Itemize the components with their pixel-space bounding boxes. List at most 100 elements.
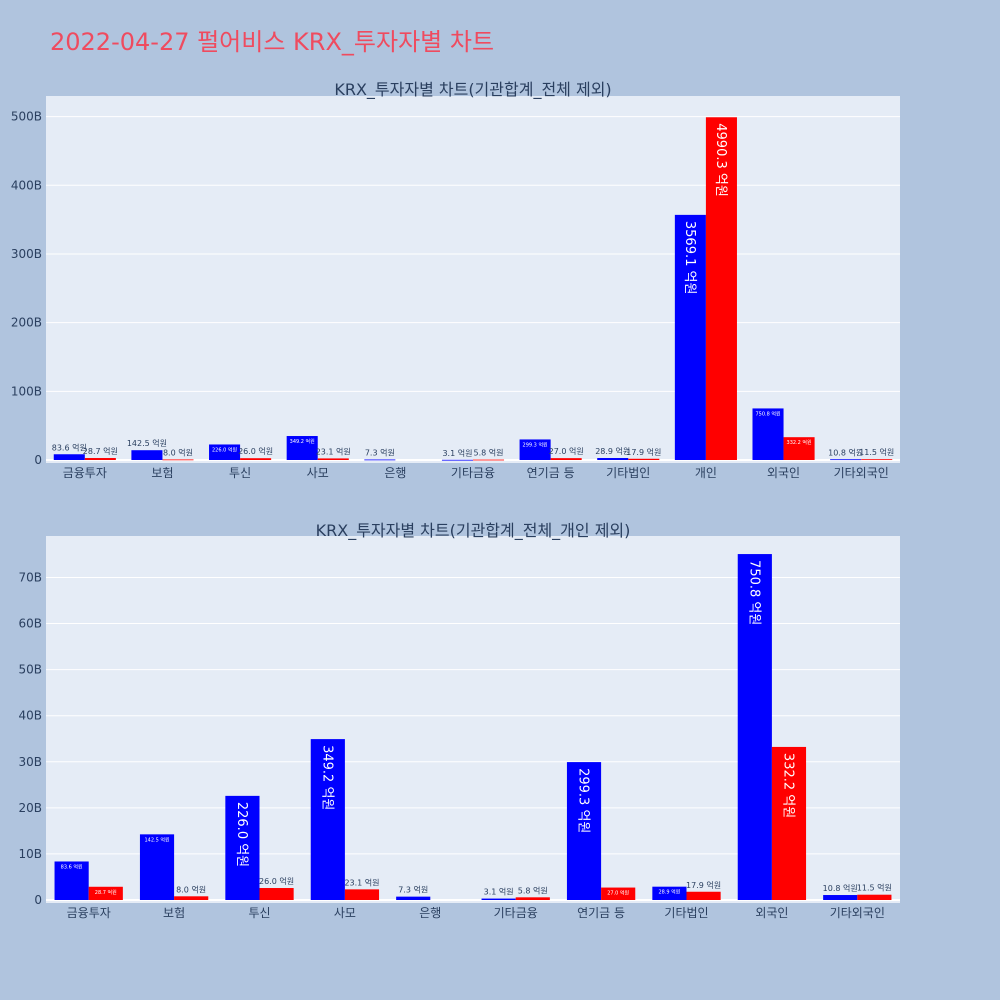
y-tick-label: 60B (18, 617, 42, 631)
sell-bar (84, 458, 116, 460)
buy-bar (481, 898, 516, 900)
buy-bar (286, 436, 318, 460)
chart-bottom: KRX_투자자별 차트(기관합계_전체_개인 제외) 0 10B 20B 30B 40B 5… (18, 521, 900, 920)
sell-bar (515, 897, 550, 900)
sell-value-label: 5.8 억원 (474, 448, 504, 458)
x-tick-label: 기타법인 (664, 906, 708, 920)
x-tick-label: 외국인 (755, 906, 788, 920)
x-tick-label: 은행 (384, 465, 406, 480)
y-tick-label: 20B (18, 801, 42, 815)
sell-value-label: 4990.3 억원 (713, 123, 728, 197)
buy-bar (737, 554, 772, 900)
sell-value-label: 23.1 억원 (316, 446, 351, 456)
x-tick-label: 투신 (248, 906, 270, 920)
buy-bar (209, 444, 241, 460)
sell-bar (162, 459, 194, 461)
sell-value-label: 26.0 억원 (238, 446, 273, 456)
buy-value-label: 7.3 억원 (365, 447, 395, 457)
buy-value-label: 750.8 억원 (746, 560, 761, 625)
sell-bar (857, 894, 892, 900)
buy-value-label: 349.2 억원 (319, 745, 334, 810)
sell-bar (771, 746, 807, 900)
sell-value-label: 28.7 억원 (95, 889, 117, 896)
sell-bar (861, 459, 893, 461)
sell-bar (550, 458, 582, 460)
x-tick-label: 금융투자 (63, 466, 107, 480)
x-tick-label: 외국인 (767, 466, 800, 480)
x-tick-label: 기타금융 (451, 466, 495, 480)
x-tick-label: 연기금 등 (527, 466, 575, 480)
sell-bar (88, 886, 123, 900)
sell-bar (783, 437, 815, 460)
buy-bar (225, 795, 260, 900)
sell-bar (686, 891, 721, 900)
sell-value-label: 27.0 억원 (607, 890, 629, 897)
buy-bar (131, 450, 163, 460)
chart-title: KRX_투자자별 차트(기관합계_전체 제외) (334, 80, 611, 100)
buy-bar (830, 459, 862, 461)
x-tick-label: 기타외국인 (834, 466, 889, 480)
buy-value-label: 750.8 억원 (755, 410, 781, 417)
buy-bar (652, 886, 687, 900)
buy-bar (752, 408, 784, 460)
sell-value-label: 17.9 억원 (626, 447, 661, 457)
buy-value-label: 142.5 억원 (144, 836, 170, 843)
sell-bar (705, 117, 737, 460)
sell-value-label: 5.8 억원 (518, 885, 548, 895)
sell-bar (240, 458, 272, 460)
x-tick-label: 금융투자 (67, 906, 111, 920)
y-tick-label: 40B (18, 709, 42, 723)
sell-value-label: 26.0 억원 (259, 876, 294, 886)
x-tick-label: 사모 (334, 906, 356, 920)
sell-bar (344, 889, 380, 900)
buy-value-label: 83.6 억원 (52, 442, 87, 452)
page-title: 2022-04-27 펄어비스 KRX_투자자별 차트 (50, 28, 495, 56)
buy-value-label: 142.5 억원 (127, 438, 167, 448)
buy-value-label: 3.1 억원 (484, 887, 514, 897)
y-tick-label: 30B (18, 755, 42, 769)
y-tick-label: 50B (18, 663, 42, 677)
buy-value-label: 349.2 억원 (290, 438, 316, 445)
buy-bar (310, 739, 345, 900)
buy-bar (396, 896, 431, 900)
buy-bar (597, 458, 629, 460)
chart-title: KRX_투자자별 차트(기관합계_전체_개인 제외) (316, 521, 631, 541)
buy-value-label: 7.3 억원 (398, 885, 428, 895)
sell-value-label: 332.2 억원 (780, 753, 795, 818)
x-tick-label: 보험 (163, 906, 185, 920)
buy-value-label: 226.0 억원 (234, 802, 249, 867)
y-tick-label: 70B (18, 570, 42, 584)
buy-value-label: 299.3 억원 (575, 768, 590, 833)
x-tick-label: 보험 (151, 466, 173, 480)
sell-value-label: 332.2 억원 (787, 439, 813, 446)
buy-value-label: 28.9 억원 (595, 446, 630, 456)
buy-bar (139, 834, 175, 900)
buy-value-label: 28.9 억원 (658, 889, 680, 896)
x-tick-label: 기타금융 (494, 906, 538, 920)
sell-value-label: 17.9 억원 (686, 880, 721, 890)
sell-bar (317, 458, 349, 460)
sell-bar (601, 887, 636, 900)
x-tick-label: 개인 (695, 466, 717, 480)
x-tick-label: 투신 (229, 466, 251, 480)
buy-value-label: 226.0 억원 (212, 446, 238, 453)
buy-bar (54, 861, 89, 900)
sell-bar (473, 459, 505, 461)
y-tick-label: 400B (11, 178, 42, 192)
buy-bar (823, 895, 858, 900)
y-tick-label: 0 (34, 893, 42, 907)
buy-value-label: 10.8 억원 (828, 447, 863, 457)
buy-value-label: 299.3 억원 (523, 441, 549, 448)
buy-bar (674, 214, 706, 460)
buy-value-label: 3.1 억원 (442, 448, 472, 458)
x-tick-label: 기타법인 (606, 466, 650, 480)
sell-value-label: 8.0 억원 (163, 447, 193, 457)
sell-value-label: 8.0 억원 (176, 884, 206, 894)
buy-bar (519, 439, 551, 460)
buy-bar (441, 459, 473, 461)
sell-bar (628, 458, 660, 460)
y-tick-label: 0 (34, 453, 42, 467)
plot-area (46, 96, 900, 463)
buy-value-label: 83.6 억원 (61, 863, 83, 870)
